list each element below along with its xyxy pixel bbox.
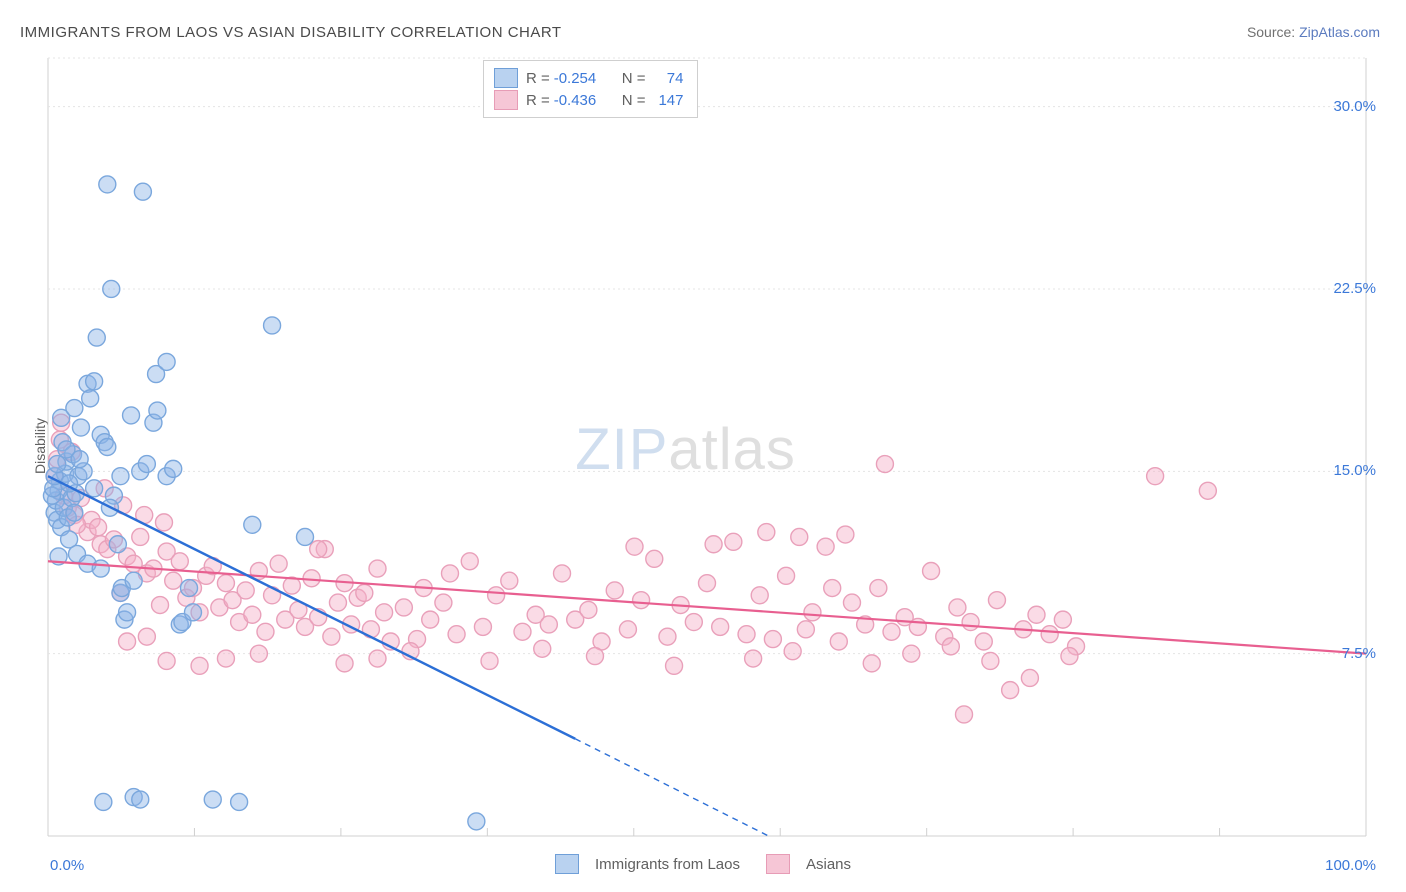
stats-legend: R =-0.254N =74R =-0.436N =147 (483, 60, 699, 118)
x-axis-max-label: 100.0% (1325, 857, 1376, 874)
y-tick-label: 15.0% (1333, 462, 1376, 479)
y-tick-label: 30.0% (1333, 98, 1376, 115)
x-axis-min-label: 0.0% (50, 857, 84, 874)
legend-swatch (494, 68, 518, 88)
legend-label: Immigrants from Laos (595, 856, 740, 873)
scatter-plot (0, 0, 1406, 892)
legend-label: Asians (806, 856, 851, 873)
series-legend: Immigrants from Laos Asians (0, 854, 1406, 874)
legend-swatch (766, 854, 790, 874)
legend-swatch (494, 90, 518, 110)
legend-swatch (555, 854, 579, 874)
legend-item: Asians (766, 854, 851, 874)
stats-legend-row: R =-0.254N =74 (494, 67, 684, 89)
stats-legend-row: R =-0.436N =147 (494, 89, 684, 111)
y-tick-label: 22.5% (1333, 280, 1376, 297)
y-tick-label: 7.5% (1342, 645, 1376, 662)
legend-item: Immigrants from Laos (555, 854, 740, 874)
